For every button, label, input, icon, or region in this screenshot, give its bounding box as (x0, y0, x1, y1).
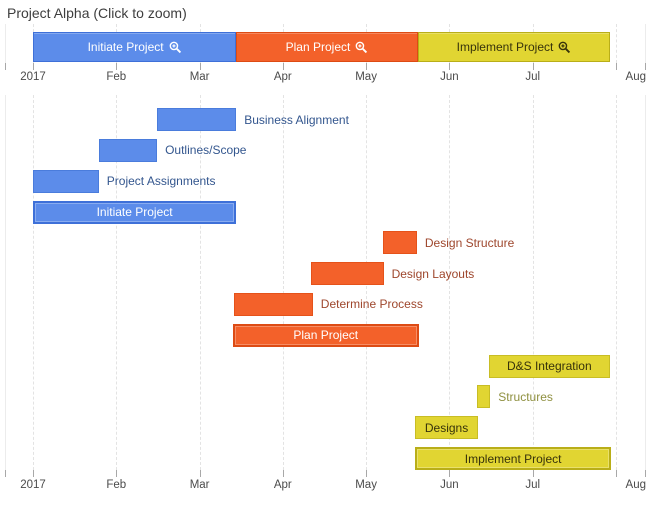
axis-label-2017: 2017 (20, 71, 46, 83)
axis-tick (116, 470, 118, 477)
axis-tick (449, 470, 451, 477)
axis-label-mar: Mar (189, 71, 210, 83)
task-bar-determine-process[interactable] (233, 292, 313, 316)
zoom-in-icon (355, 41, 368, 54)
task-label: Determine Process (320, 297, 423, 312)
axis-label-jul: Jul (525, 71, 541, 83)
task-label: Design Layouts (391, 266, 475, 281)
zoom-in-icon (169, 41, 182, 54)
axis-bottom-labels: 2017 Feb Mar Apr May Jun Jul Aug (0, 479, 649, 494)
task-bar-structures[interactable] (476, 385, 491, 409)
axis-label-aug: Aug (625, 479, 646, 491)
axis-tick (282, 63, 284, 70)
overview-task-label: Plan Project (285, 40, 351, 54)
task-bar-implement-project[interactable]: Implement Project (415, 447, 611, 470)
task-bar-plan-project[interactable]: Plan Project (232, 323, 419, 347)
axis-tick (532, 63, 534, 70)
task-label: Implement Project (464, 451, 562, 466)
axis-label-may: May (355, 71, 377, 83)
task-bar-business-alignment[interactable] (157, 108, 237, 131)
task-label: Plan Project (293, 328, 359, 343)
task-label: Business Alignment (244, 112, 349, 127)
axis-tick (116, 63, 118, 70)
month-gridline (532, 95, 534, 470)
task-bar-designs[interactable]: Designs (415, 416, 478, 440)
chart-title: Project Alpha (Click to zoom) (7, 5, 187, 21)
overview-task-implement-project[interactable]: Implement Project (417, 32, 611, 62)
plot-edge-gridline (4, 95, 6, 470)
axis-top-labels: 2017 Feb Mar Apr May Jun Jul Aug (0, 71, 649, 86)
overview-task-label: Initiate Project (87, 40, 164, 54)
axis-edge-tick (4, 63, 6, 70)
task-label: Initiate Project (96, 205, 173, 219)
axis-label-2017: 2017 (20, 479, 46, 491)
axis-label-apr: Apr (273, 71, 292, 83)
axis-tick (616, 63, 617, 70)
month-gridline (616, 95, 617, 470)
task-bar-outlines-scope[interactable] (98, 138, 158, 162)
axis-edge-tick (645, 470, 646, 477)
month-gridline (616, 24, 617, 63)
task-label: Designs (424, 420, 469, 435)
axis-label-apr: Apr (273, 479, 292, 491)
axis-label-mar: Mar (189, 479, 210, 491)
month-gridline (449, 95, 451, 470)
task-bar-design-structure[interactable] (382, 231, 417, 255)
axis-tick (449, 63, 451, 70)
month-gridline (33, 95, 34, 470)
task-label: Project Assignments (106, 174, 216, 189)
task-label: Outlines/Scope (165, 143, 247, 158)
axis-tick (199, 470, 201, 477)
axis-tick (616, 470, 617, 477)
plot-edge-gridline (645, 95, 646, 470)
axis-label-feb: Feb (106, 71, 127, 83)
axis-edge-tick (4, 470, 6, 477)
task-label: Structures (498, 389, 553, 404)
month-gridline (116, 95, 118, 470)
axis-label-may: May (355, 479, 377, 491)
axis-label-feb: Feb (106, 479, 127, 491)
overview-task-initiate-project[interactable]: Initiate Project (33, 32, 237, 62)
task-bar-d-s-integration[interactable]: D&S Integration (488, 354, 611, 378)
zoom-in-icon (558, 41, 571, 54)
overview-track: Initiate Project Plan Project Implement Pr… (0, 32, 649, 62)
axis-tick (33, 63, 34, 70)
axis-label-jul: Jul (525, 479, 541, 491)
axis-tick (532, 470, 534, 477)
axis-tick (282, 470, 284, 477)
month-gridline (282, 95, 284, 470)
axis-tick (366, 470, 368, 477)
plot-edge-gridline (645, 24, 646, 63)
overview-task-label: Implement Project (456, 40, 554, 54)
axis-edge-tick (645, 63, 646, 70)
axis-tick (33, 470, 34, 477)
month-gridline (199, 95, 201, 470)
task-label: Design Structure (424, 235, 515, 250)
axis-bottom-ticks (0, 470, 649, 477)
axis-label-jun: Jun (440, 479, 459, 491)
overview-task-plan-project[interactable]: Plan Project (236, 32, 418, 62)
task-bar-initiate-project[interactable]: Initiate Project (33, 200, 237, 224)
plot-edge-gridline (4, 24, 6, 63)
axis-top-ticks (0, 63, 649, 70)
axis-tick (366, 63, 368, 70)
axis-label-aug: Aug (625, 71, 646, 83)
task-label: D&S Integration (506, 359, 592, 374)
task-bar-project-assignments[interactable] (33, 169, 99, 193)
axis-tick (199, 63, 201, 70)
task-bar-design-layouts[interactable] (311, 262, 384, 286)
axis-label-jun: Jun (440, 71, 459, 83)
